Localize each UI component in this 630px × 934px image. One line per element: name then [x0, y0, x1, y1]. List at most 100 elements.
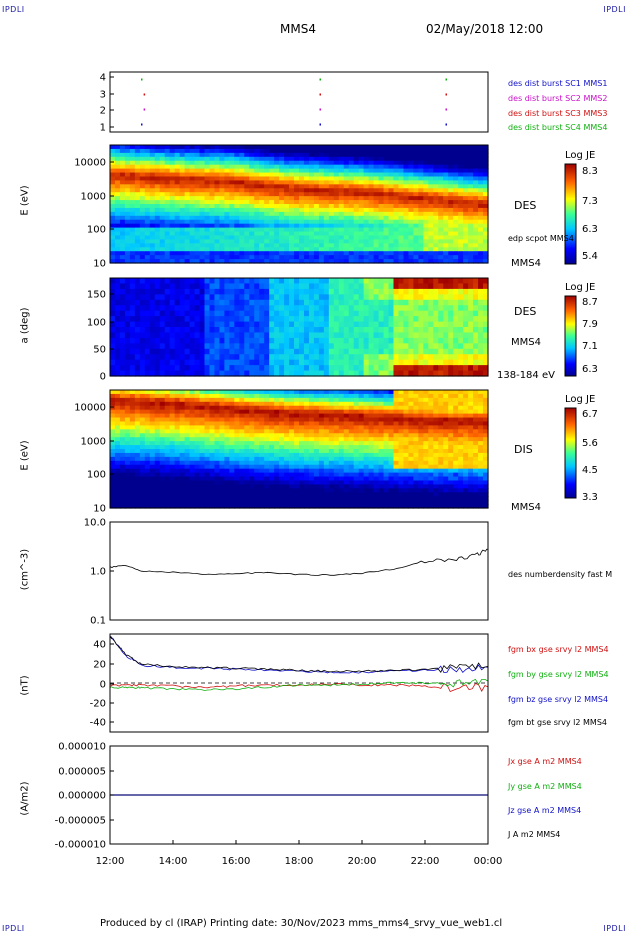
des-energy-cell: [119, 231, 126, 237]
des-pitch-cell: [363, 294, 370, 301]
des-energy-cell: [473, 176, 479, 181]
des-pitch-cell: [169, 348, 176, 355]
des-pitch-cell: [433, 278, 439, 285]
des-energy-cell: [159, 176, 166, 181]
dis-energy-cell: [249, 390, 255, 395]
des-pitch-cell: [473, 310, 479, 317]
des-energy-cell: [473, 204, 479, 209]
des-energy-cell: [318, 152, 325, 158]
des-pitch-cell: [423, 294, 429, 301]
des-pitch-cell: [433, 337, 439, 344]
des-pitch-cell: [418, 283, 424, 290]
dis-energy-cell: [269, 417, 275, 423]
des-energy-cell: [134, 259, 141, 264]
des-pitch-cell: [398, 343, 405, 350]
des-pitch-cell: [363, 288, 370, 295]
des-energy-cell: [468, 243, 474, 248]
des-energy-cell: [333, 180, 340, 185]
des-energy-cell: [338, 168, 345, 174]
des-energy-cell: [348, 200, 355, 205]
dis-energy-cell: [110, 401, 116, 407]
des-energy-cell: [393, 160, 400, 166]
des-pitch-cell: [209, 321, 216, 328]
des-energy-cell: [458, 164, 464, 170]
des-energy-cell: [378, 172, 385, 178]
dis-energy-cell: [194, 496, 201, 501]
des-pitch-cell: [249, 354, 255, 361]
des-energy-cell: [144, 243, 151, 248]
des-pitch-cell: [383, 337, 390, 344]
des-pitch-cell: [358, 337, 365, 344]
dis-energy-cell: [164, 425, 171, 430]
des-pitch-cell: [254, 359, 260, 366]
dis-energy-cell: [294, 456, 300, 462]
des-pitch-cell: [353, 365, 360, 372]
des-pitch-cell: [433, 365, 439, 372]
des-pitch-cell: [478, 332, 484, 339]
des-energy-cell: [473, 251, 479, 256]
des-energy-cell: [458, 156, 464, 162]
dis-energy-cell: [224, 504, 230, 509]
des-pitch-cell: [458, 359, 464, 366]
des-energy-cell: [318, 231, 325, 237]
des-pitch-cell: [134, 288, 141, 295]
des-pitch-cell: [199, 337, 206, 344]
des-energy-cell: [423, 235, 429, 240]
des-energy-cell: [214, 148, 221, 154]
des-pitch-cell: [408, 321, 414, 328]
dis-energy-cell: [134, 429, 141, 434]
des-energy-cell: [254, 211, 260, 217]
dis-energy-cell: [289, 449, 295, 454]
des-pitch-cell: [269, 327, 275, 334]
des-energy-cell: [388, 223, 395, 229]
des-pitch-cell: [184, 305, 191, 312]
dis-energy-cell: [264, 492, 270, 497]
des-energy-cell: [279, 152, 285, 158]
des-energy-cell: [264, 235, 270, 240]
des-energy-cell: [353, 255, 360, 260]
des-pitch-cell: [388, 299, 395, 306]
dis-energy-cell: [239, 464, 245, 470]
dis-energy-cell: [303, 500, 310, 505]
des-energy-cell: [378, 219, 385, 225]
des-energy-cell: [388, 148, 395, 154]
dis-energy-cell: [303, 393, 310, 399]
des-pitch-cell: [119, 354, 126, 361]
dis-energy-cell: [189, 492, 196, 497]
des-pitch-cell: [338, 321, 345, 328]
des-pitch-cell: [438, 310, 444, 317]
dis-energy-cell: [219, 405, 225, 411]
des-energy-cell: [219, 227, 225, 233]
des-pitch-cell: [214, 316, 221, 323]
dis-energy-cell: [249, 425, 255, 430]
des-energy-cell: [328, 251, 335, 256]
des-energy-cell: [249, 152, 255, 158]
des-energy-cell: [114, 145, 121, 150]
des-pitch-cell: [473, 299, 479, 306]
dis-energy-cell: [179, 409, 186, 415]
des-energy-cell: [348, 223, 355, 229]
des-pitch-cell: [289, 332, 295, 339]
des-pitch-cell: [363, 337, 370, 344]
des-pitch-cell: [299, 305, 305, 312]
dis-energy-cell: [254, 413, 260, 419]
des-energy-cell: [388, 188, 395, 193]
des-pitch-cell: [179, 294, 186, 301]
des-energy-cell: [134, 172, 141, 178]
des-energy-cell: [274, 211, 280, 217]
dis-energy-cell: [279, 452, 285, 458]
des-energy-cell: [244, 255, 250, 260]
dis-energy-cell: [313, 484, 320, 489]
dis-energy-cell: [174, 405, 181, 411]
des-energy-cell: [159, 231, 166, 237]
des-pitch-cell: [378, 305, 385, 312]
des-pitch-cell: [413, 327, 419, 334]
dis-energy-cell: [229, 393, 235, 399]
des-pitch-cell: [458, 354, 464, 361]
des-pitch-cell: [318, 370, 325, 377]
des-energy-cell: [483, 231, 489, 237]
dis-energy-cell: [323, 464, 330, 470]
des-pitch-cell: [313, 288, 320, 295]
dis-energy-cell: [169, 433, 176, 438]
des-pitch-cell: [338, 288, 345, 295]
